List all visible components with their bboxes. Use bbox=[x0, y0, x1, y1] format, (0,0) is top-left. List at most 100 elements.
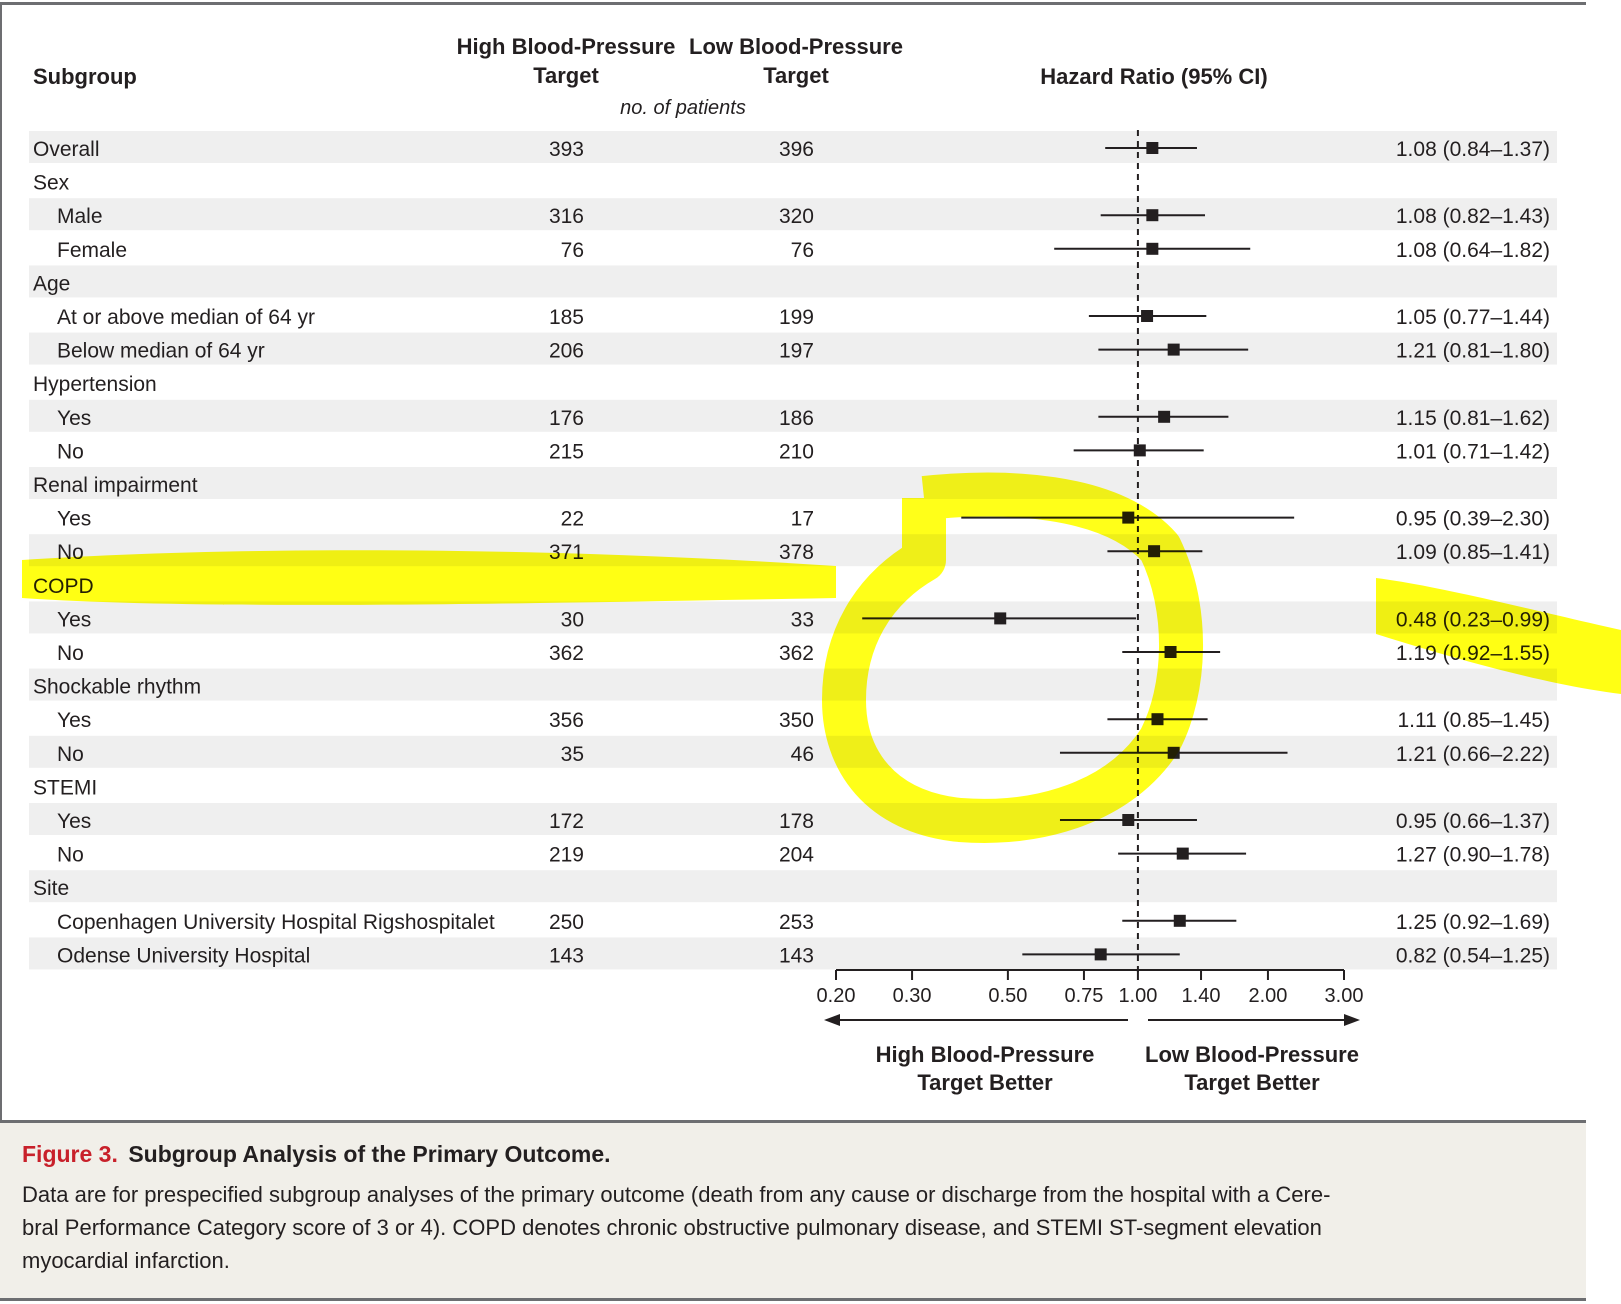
low-target-count: 76 bbox=[791, 239, 814, 262]
table-row: No 371 378 1.09 (0.85–1.41) bbox=[57, 541, 1550, 564]
caption-title-line: Figure 3. Subgroup Analysis of the Prima… bbox=[22, 1141, 611, 1167]
subgroup-label: Female bbox=[57, 239, 127, 262]
high-target-count: 362 bbox=[549, 642, 584, 665]
high-target-count: 219 bbox=[549, 844, 584, 867]
low-target-count: 199 bbox=[779, 306, 814, 329]
hr-ci-value: 0.95 (0.66–1.37) bbox=[1396, 810, 1550, 833]
table-row: Male 316 320 1.08 (0.82–1.43) bbox=[57, 205, 1550, 228]
hr-ci-value: 1.15 (0.81–1.62) bbox=[1396, 407, 1550, 430]
hr-ci-value: 1.05 (0.77–1.44) bbox=[1396, 306, 1550, 329]
high-target-count: 185 bbox=[549, 306, 584, 329]
highlight-ci-values bbox=[1376, 578, 1621, 694]
high-target-count: 172 bbox=[549, 810, 584, 833]
hr-point bbox=[1146, 209, 1159, 222]
caption-rule bbox=[0, 1120, 1586, 1123]
row-stripe bbox=[29, 198, 1557, 231]
row-stripe bbox=[29, 131, 1557, 163]
caption-box bbox=[0, 1123, 1586, 1301]
table-row: Site bbox=[33, 877, 69, 900]
direction-left-line2: Target Better bbox=[917, 1070, 1053, 1095]
x-tick-label: 3.00 bbox=[1325, 985, 1364, 1007]
high-target-count: 206 bbox=[549, 340, 584, 363]
header-subgroup: Subgroup bbox=[33, 64, 137, 89]
hr-point bbox=[1146, 142, 1159, 154]
header-high-line2: Target bbox=[533, 63, 599, 88]
high-target-count: 76 bbox=[561, 239, 584, 262]
high-target-count: 393 bbox=[549, 138, 584, 161]
left-border bbox=[0, 2, 2, 1122]
row-stripe bbox=[29, 870, 1557, 903]
high-target-count: 143 bbox=[549, 944, 584, 967]
hr-point bbox=[994, 612, 1007, 625]
subgroup-label: Below median of 64 yr bbox=[57, 340, 265, 363]
row-stripes bbox=[29, 131, 1557, 970]
low-target-count: 320 bbox=[779, 205, 814, 228]
subgroup-label: At or above median of 64 yr bbox=[57, 306, 315, 329]
x-tick-label: 0.75 bbox=[1064, 985, 1103, 1007]
direction-arrow-right bbox=[1148, 1014, 1360, 1026]
subgroup-label: Hypertension bbox=[33, 373, 157, 396]
hr-point bbox=[1122, 814, 1135, 826]
row-stripe bbox=[29, 803, 1557, 835]
hr-ci-value: 1.11 (0.85–1.45) bbox=[1397, 709, 1550, 732]
table-row: Below median of 64 yr 206 197 1.21 (0.81–1.… bbox=[57, 340, 1550, 363]
subgroup-label: Male bbox=[57, 205, 103, 228]
header-low-line1: Low Blood-Pressure bbox=[689, 34, 903, 59]
header-hazard-ratio: Hazard Ratio (95% CI) bbox=[1040, 64, 1267, 89]
hr-ci-value: 1.08 (0.84–1.37) bbox=[1396, 138, 1550, 161]
low-target-count: 253 bbox=[779, 911, 814, 934]
direction-right-line2: Target Better bbox=[1184, 1070, 1320, 1095]
hr-ci-value: 1.08 (0.64–1.82) bbox=[1396, 239, 1550, 262]
table-row: Yes 22 17 0.95 (0.39–2.30) bbox=[57, 508, 1550, 531]
table-row: Yes 356 350 1.11 (0.85–1.45) bbox=[57, 709, 1550, 732]
subgroup-label: No bbox=[57, 440, 84, 463]
subgroup-label: Copenhagen University Hospital Rigshospi… bbox=[57, 911, 495, 934]
hr-point bbox=[1141, 310, 1154, 322]
header-patients-note: no. of patients bbox=[620, 97, 746, 119]
caption-line-3: myocardial infarction. bbox=[22, 1248, 230, 1273]
high-target-count: 316 bbox=[549, 205, 584, 228]
table-row: No3623621.19 (0.92–1.55) bbox=[57, 642, 1550, 665]
x-tick-label: 0.50 bbox=[988, 985, 1027, 1007]
x-tick-label: 0.30 bbox=[893, 985, 932, 1007]
hr-point bbox=[1133, 444, 1146, 457]
low-target-count: 17 bbox=[791, 508, 814, 531]
subgroup-label: Shockable rhythm bbox=[33, 676, 201, 699]
table-row: Odense University Hospital 143 143 0.82 (0.… bbox=[57, 944, 1550, 967]
low-target-count: 396 bbox=[779, 138, 814, 161]
hr-point bbox=[1158, 410, 1171, 423]
row-stripe bbox=[29, 668, 1557, 701]
hr-point bbox=[1173, 914, 1186, 927]
table-row: Hypertension bbox=[33, 373, 157, 396]
caption-line-2: bral Performance Category score of 3 or … bbox=[22, 1215, 1322, 1240]
table-row: No 219 204 1.27 (0.90–1.78) bbox=[57, 844, 1550, 867]
x-tick-label: 2.00 bbox=[1248, 985, 1287, 1007]
low-target-count: 197 bbox=[779, 340, 814, 363]
low-target-count: 178 bbox=[779, 810, 814, 833]
subgroup-label: Yes bbox=[57, 608, 91, 631]
low-target-count: 186 bbox=[779, 407, 814, 430]
hr-point bbox=[1094, 948, 1107, 961]
subgroup-label: Odense University Hospital bbox=[57, 944, 310, 967]
subgroup-label: Yes bbox=[57, 508, 91, 531]
subgroup-label: No bbox=[57, 642, 84, 665]
table-row: No 215 210 1.01 (0.71–1.42) bbox=[57, 440, 1550, 463]
low-target-count: 143 bbox=[779, 944, 814, 967]
high-target-count: 35 bbox=[561, 743, 584, 766]
subgroup-label: Yes bbox=[57, 407, 91, 430]
low-target-count: 350 bbox=[779, 709, 814, 732]
hr-ci-value: 1.09 (0.85–1.41) bbox=[1396, 541, 1550, 564]
row-stripe bbox=[29, 937, 1557, 970]
table-row: Overall 393 396 1.08 (0.84–1.37) bbox=[33, 138, 1550, 161]
highlight-circle bbox=[822, 472, 1204, 843]
table-row: STEMI bbox=[33, 776, 97, 799]
hr-ci-value: 1.21 (0.66–2.22) bbox=[1396, 743, 1550, 766]
subgroup-label: Overall bbox=[33, 138, 100, 161]
subgroup-label: Renal impairment bbox=[33, 474, 198, 497]
subgroup-label: No bbox=[57, 743, 84, 766]
header-high-line1: High Blood-Pressure bbox=[457, 34, 676, 59]
row-stripe bbox=[29, 265, 1557, 298]
table-row: Sex bbox=[33, 172, 70, 195]
direction-right-line1: Low Blood-Pressure bbox=[1145, 1042, 1359, 1067]
